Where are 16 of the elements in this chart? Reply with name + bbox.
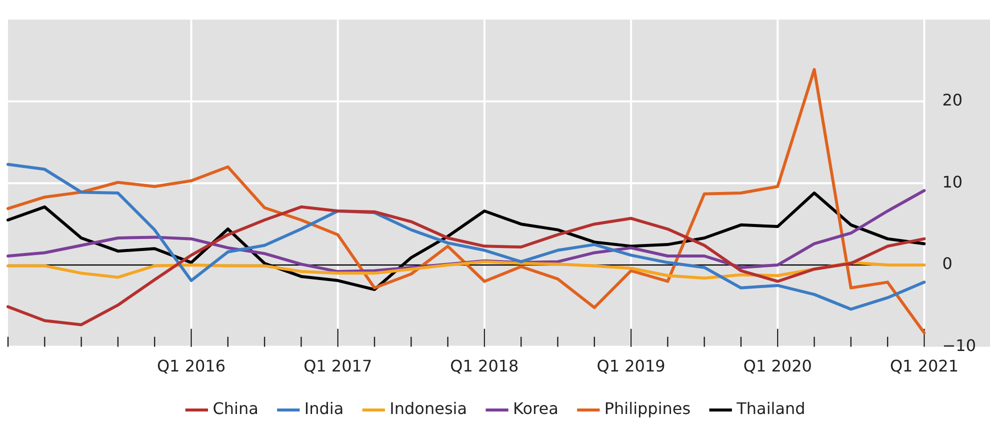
y-tick-label: 10	[942, 172, 963, 192]
x-tick-label: Q1 2018	[450, 356, 519, 376]
x-tick-label: Q1 2017	[304, 356, 372, 376]
legend-label: China	[212, 399, 258, 418]
legend-label: Philippines	[604, 399, 691, 418]
legend-label: Thailand	[736, 399, 806, 418]
legend-label: Korea	[513, 399, 558, 418]
legend-label: India	[304, 399, 344, 418]
y-tick-label: 0	[942, 254, 952, 274]
x-tick-label: Q1 2016	[156, 356, 226, 376]
y-tick-label: 20	[942, 90, 963, 110]
x-tick-label: Q1 2021	[890, 356, 959, 376]
y-tick-label: −10	[942, 336, 976, 355]
legend-label: Indonesia	[390, 399, 468, 418]
x-tick-label: Q1 2019	[596, 356, 666, 376]
x-tick-label: Q1 2020	[743, 356, 812, 376]
